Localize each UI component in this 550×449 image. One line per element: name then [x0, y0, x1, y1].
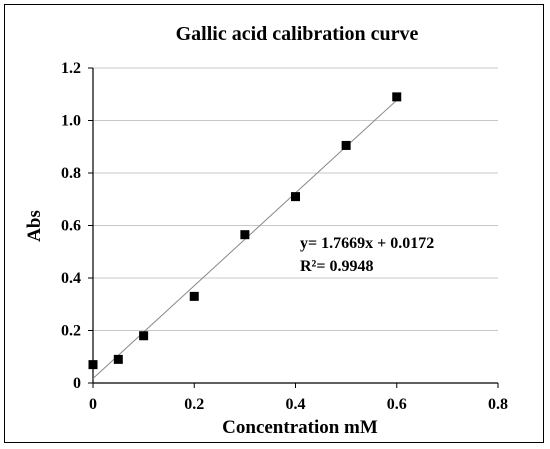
x-tick-label: 0.2: [184, 396, 204, 413]
data-point: [189, 291, 199, 301]
data-point: [88, 360, 98, 370]
data-point: [341, 140, 351, 150]
y-tick-labels: 0 0.2 0.4 0.6 0.8 1.0 1.2: [61, 60, 81, 392]
data-point: [240, 230, 250, 240]
chart-frame: [4, 4, 544, 443]
y-tick-label: 0.8: [61, 165, 81, 182]
y-axis-label: Abs: [24, 210, 45, 242]
gridlines: [93, 67, 498, 331]
y-tick-label: 0.2: [61, 323, 81, 340]
x-tick-label: 0: [89, 396, 97, 413]
x-axis-label: Concentration mM: [222, 417, 378, 438]
x-tick-label: 0.8: [488, 396, 508, 413]
r-squared-annotation: R²= 0.9948: [300, 258, 373, 275]
y-tick-label: 1.0: [61, 113, 81, 130]
x-tick-labels: 0 0.2 0.4 0.6 0.8: [89, 396, 508, 413]
equation-annotation: y= 1.7669x + 0.0172: [300, 235, 434, 252]
x-tick-label: 0.6: [387, 396, 407, 413]
y-tick-label: 0.6: [61, 218, 81, 235]
y-tick-label: 0: [73, 375, 81, 392]
y-tick-label: 1.2: [61, 60, 81, 77]
y-tick-label: 0.4: [61, 270, 81, 287]
x-tick-label: 0.4: [286, 396, 306, 413]
data-points: [88, 92, 402, 370]
data-point: [291, 192, 300, 202]
chart-title: Gallic acid calibration curve: [176, 23, 419, 45]
data-point: [113, 354, 123, 364]
axes: [88, 67, 499, 388]
data-point: [139, 331, 149, 341]
data-point: [392, 92, 402, 102]
